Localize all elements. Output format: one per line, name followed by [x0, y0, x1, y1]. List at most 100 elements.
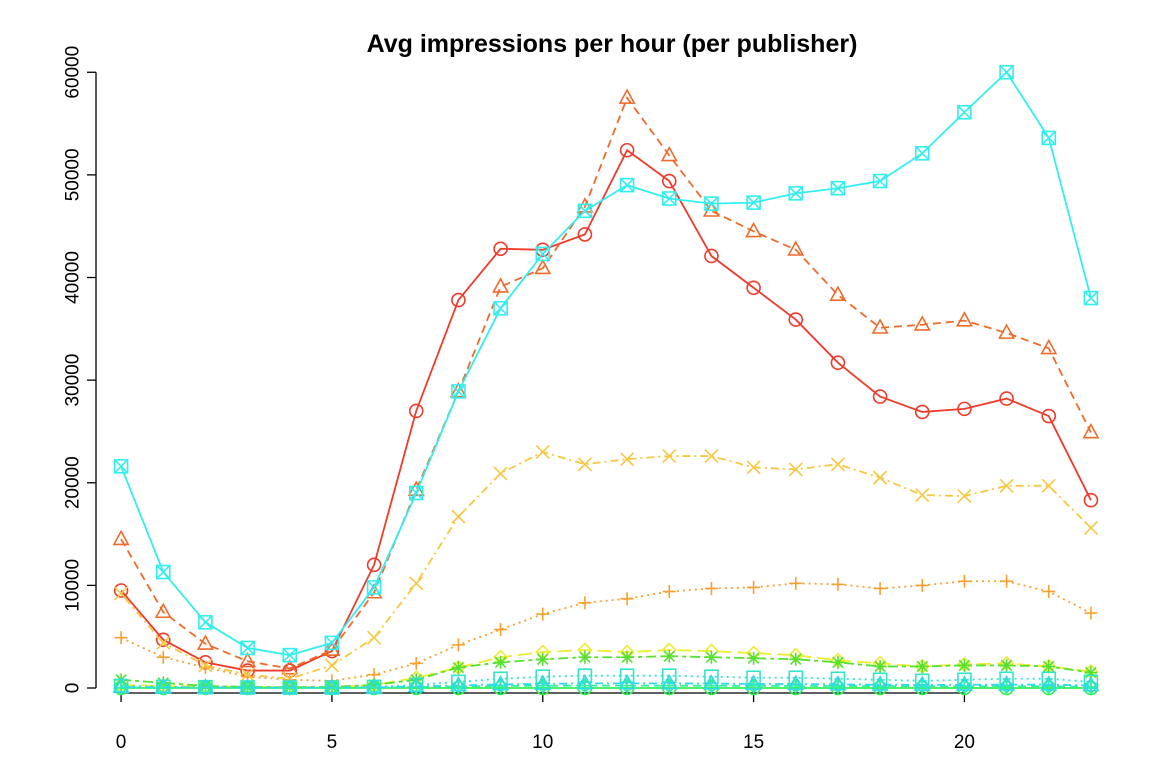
data-point: [829, 674, 847, 691]
data-point: [154, 602, 172, 619]
data-point: [366, 580, 382, 595]
data-point: [113, 459, 129, 474]
data-point: [239, 678, 257, 694]
series-line: [120, 451, 1092, 680]
data-point: [746, 195, 761, 210]
y-tick-label: 60000: [63, 46, 84, 99]
data-point: [449, 675, 467, 692]
data-point: [872, 173, 888, 189]
data-point: [830, 457, 845, 472]
series-11: [113, 64, 1099, 663]
series-3: [114, 574, 1098, 688]
data-point: [704, 196, 719, 211]
data-point: [1084, 606, 1098, 620]
data-point: [660, 145, 678, 162]
data-point: [999, 478, 1014, 493]
series-6: [114, 649, 1098, 694]
data-point: [577, 668, 593, 683]
data-point: [703, 678, 720, 694]
data-point: [830, 355, 846, 370]
data-point: [114, 586, 129, 601]
data-point: [620, 650, 634, 664]
data-point: [872, 672, 888, 688]
data-point: [1040, 338, 1058, 355]
data-point: [577, 203, 593, 219]
data-point: [198, 660, 212, 674]
data-point: [196, 678, 214, 694]
data-point: [745, 674, 763, 690]
chart-title: Avg impressions per hour (per publisher): [367, 30, 858, 58]
data-point: [704, 581, 718, 595]
data-point: [324, 643, 340, 659]
data-point: [915, 488, 930, 503]
data-point: [788, 312, 804, 327]
data-point: [451, 660, 465, 674]
data-point: [957, 489, 972, 504]
data-point: [114, 631, 128, 645]
y-tick-label: 10000: [63, 559, 84, 612]
data-point: [112, 677, 130, 693]
data-point: [155, 632, 171, 648]
data-point: [662, 649, 676, 663]
data-point: [914, 673, 930, 689]
data-point: [618, 88, 636, 104]
data-point: [1083, 674, 1099, 690]
series-1: [113, 142, 1099, 678]
data-point: [787, 674, 805, 691]
x-tick-label: 15: [743, 732, 764, 753]
data-point: [112, 529, 130, 546]
series-line: [120, 580, 1092, 682]
data-point: [619, 678, 635, 694]
data-point: [873, 581, 887, 595]
data-point: [493, 300, 508, 316]
series-line: [121, 649, 1092, 689]
data-point: [661, 173, 677, 189]
data-point: [871, 675, 889, 691]
data-point: [367, 630, 382, 645]
series-line: [121, 655, 1092, 689]
data-point: [913, 675, 931, 691]
data-point: [747, 580, 761, 594]
data-point: [577, 678, 593, 694]
series-4: [114, 444, 1098, 686]
data-point: [1041, 478, 1056, 493]
data-point: [914, 146, 930, 161]
x-tick-label: 5: [327, 732, 338, 753]
data-point: [451, 292, 466, 308]
series-line: [120, 148, 1092, 672]
data-point: [534, 258, 552, 275]
data-point: [704, 650, 718, 664]
data-point: [324, 635, 340, 651]
data-point: [957, 672, 972, 688]
data-point: [536, 652, 550, 666]
data-point: [536, 607, 550, 621]
series-2: [112, 88, 1100, 675]
data-point: [198, 658, 213, 673]
x-tick-label: 20: [954, 732, 975, 753]
data-point: [746, 460, 761, 475]
data-point: [576, 673, 594, 690]
data-point: [831, 655, 845, 669]
axes: 0 5 10 15 20 0 10000 20000 30000 40000 50000 60000: [63, 46, 975, 753]
data-point: [577, 457, 592, 472]
y-tick-label: 20000: [63, 456, 84, 509]
data-point: [872, 389, 888, 404]
data-point: [661, 668, 677, 683]
data-point: [829, 285, 847, 301]
data-point: [240, 667, 255, 682]
data-point: [660, 673, 678, 690]
data-point: [492, 277, 510, 293]
data-point: [113, 583, 129, 598]
data-point: [409, 656, 423, 670]
data-point: [281, 678, 299, 694]
data-point: [1083, 492, 1099, 508]
data-point: [1040, 675, 1058, 691]
data-point: [494, 623, 508, 637]
data-point: [873, 659, 887, 673]
data-point: [1000, 658, 1014, 672]
data-point: [788, 462, 803, 477]
data-point: [1083, 290, 1099, 306]
data-point: [366, 557, 382, 573]
data-point: [156, 650, 170, 664]
